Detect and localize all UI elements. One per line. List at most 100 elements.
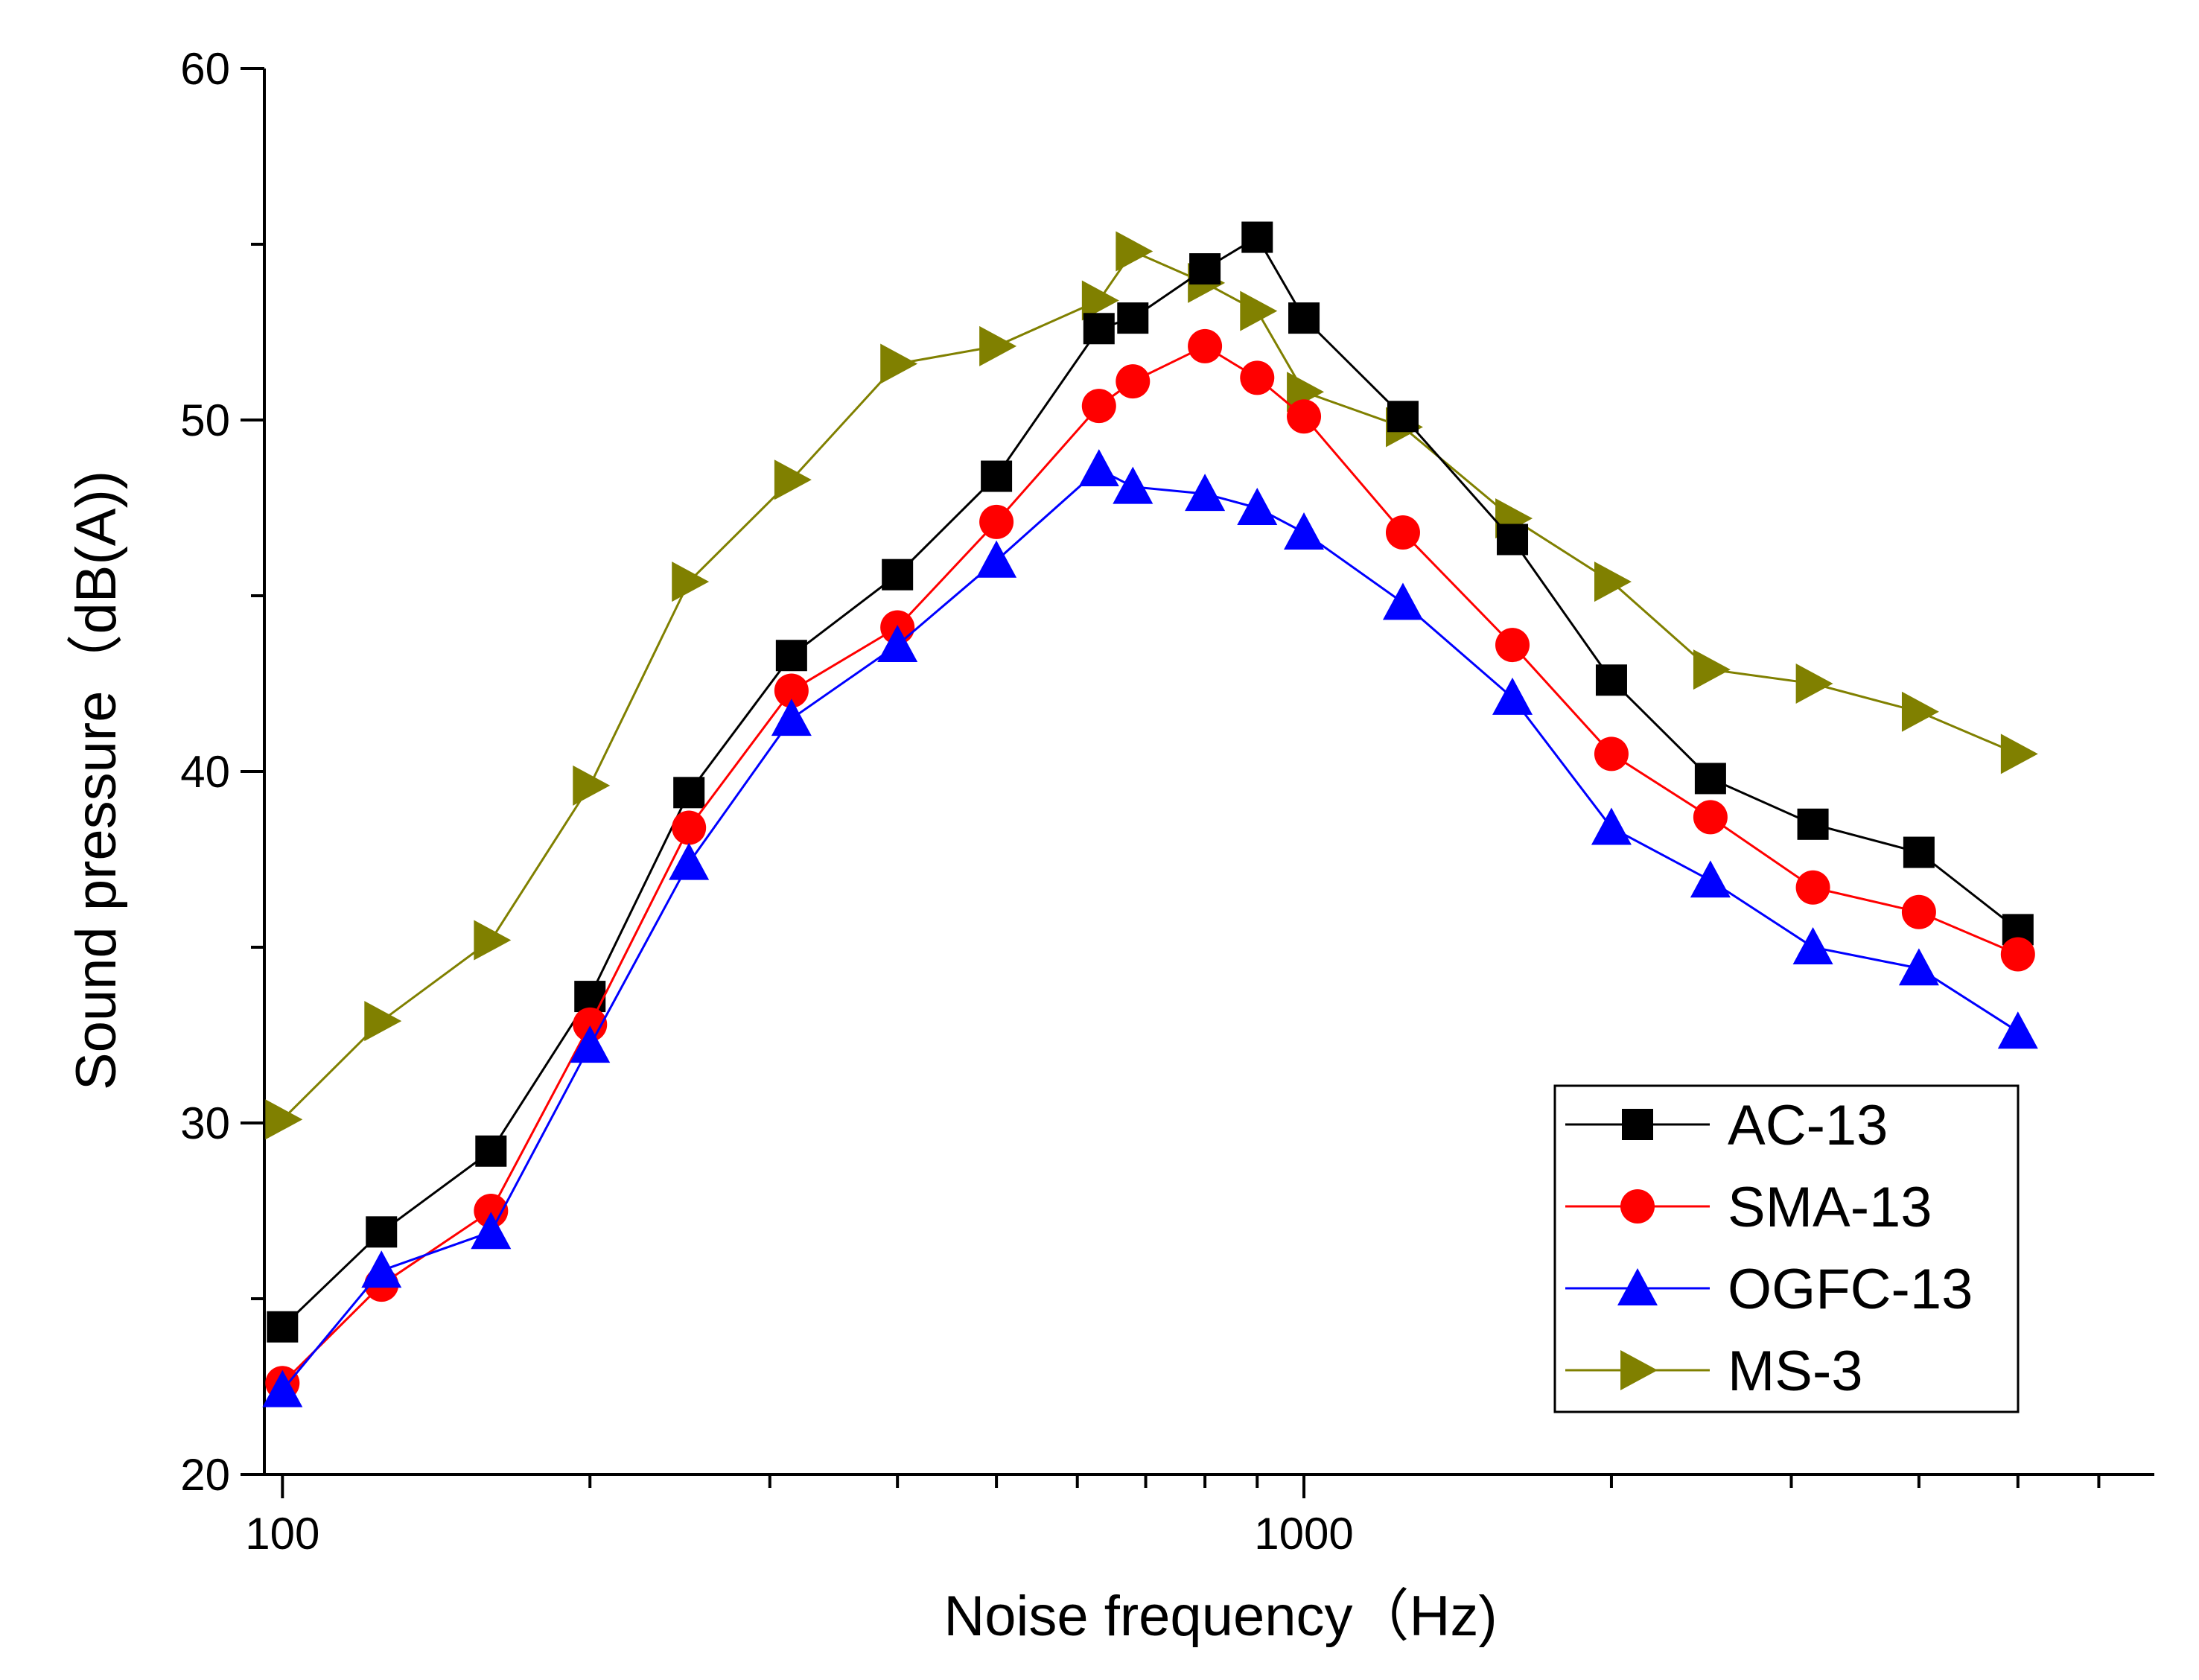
data-point-ac-13	[1189, 253, 1221, 285]
series-layer	[262, 221, 2038, 1407]
data-point-ms-3	[1693, 649, 1731, 690]
data-point-ac-13	[267, 1311, 299, 1343]
legend-label-sma-13: SMA-13	[1728, 1176, 1932, 1239]
data-point-ac-13	[1241, 221, 1273, 253]
data-point-ogfc-13	[1237, 488, 1278, 525]
data-point-sma-13	[1116, 364, 1151, 399]
data-point-ogfc-13	[1690, 860, 1731, 898]
legend-marker-ac-13	[1622, 1109, 1653, 1140]
data-point-ac-13	[882, 559, 914, 591]
data-point-ac-13	[366, 1216, 398, 1248]
data-point-ac-13	[1595, 664, 1627, 696]
data-point-ogfc-13	[1078, 449, 1119, 487]
data-point-sma-13	[1385, 515, 1420, 550]
data-point-ac-13	[1117, 302, 1149, 334]
series-line-ms-3	[281, 249, 2019, 1121]
data-point-ogfc-13	[877, 625, 918, 663]
data-point-ms-3	[1240, 290, 1278, 331]
data-point-ms-3	[474, 920, 512, 961]
data-point-ac-13	[1497, 524, 1529, 556]
legend-label-ac-13: AC-13	[1728, 1094, 1888, 1157]
x-tick-label: 1000	[1254, 1509, 1353, 1559]
data-point-ogfc-13	[471, 1212, 512, 1250]
data-point-ogfc-13	[1382, 582, 1423, 620]
data-point-ms-3	[1901, 691, 1939, 732]
data-point-ogfc-13	[1492, 677, 1533, 715]
data-point-ac-13	[981, 460, 1013, 492]
y-tick-label: 30	[180, 1098, 230, 1148]
y-tick-label: 40	[180, 747, 230, 797]
data-point-ogfc-13	[1113, 466, 1153, 504]
legend-marker-sma-13	[1620, 1189, 1655, 1224]
data-point-ogfc-13	[669, 842, 710, 880]
data-point-ogfc-13	[1898, 948, 1939, 986]
data-point-sma-13	[1693, 800, 1728, 835]
data-point-ogfc-13	[976, 540, 1017, 578]
y-tick-label: 20	[180, 1450, 230, 1500]
data-point-ogfc-13	[1284, 512, 1325, 550]
data-point-sma-13	[573, 1007, 608, 1042]
data-point-ac-13	[775, 640, 807, 672]
data-point-ms-3	[265, 1099, 303, 1140]
y-axis-title: Sound pressure（dB(A))	[65, 471, 128, 1090]
data-point-sma-13	[1188, 328, 1223, 363]
data-point-ac-13	[1288, 302, 1320, 334]
data-point-ogfc-13	[361, 1250, 402, 1288]
data-point-ac-13	[1387, 401, 1419, 433]
data-point-sma-13	[474, 1194, 509, 1228]
data-point-ms-3	[774, 459, 812, 500]
legend: AC-13 SMA-13 OGFC-13 MS-3	[1553, 1084, 2020, 1413]
data-point-ms-3	[1116, 231, 1153, 272]
data-point-ac-13	[1903, 836, 1935, 868]
data-point-ogfc-13	[1997, 1011, 2038, 1049]
data-point-sma-13	[979, 504, 1014, 539]
data-point-ms-3	[1594, 561, 1632, 602]
series-ogfc-13	[262, 449, 2038, 1407]
data-point-ogfc-13	[771, 699, 812, 736]
data-point-ac-13	[1694, 763, 1726, 795]
data-point-ms-3	[573, 765, 611, 806]
data-point-ac-13	[1083, 313, 1115, 345]
data-point-sma-13	[672, 810, 707, 845]
data-point-ms-3	[1795, 664, 1833, 704]
legend-label-ms-3: MS-3	[1728, 1340, 1863, 1403]
data-point-sma-13	[2000, 937, 2035, 972]
data-point-ms-3	[979, 325, 1017, 366]
data-point-sma-13	[1594, 736, 1629, 771]
data-point-ogfc-13	[262, 1369, 303, 1407]
data-point-sma-13	[1287, 399, 1322, 434]
data-point-ogfc-13	[570, 1025, 611, 1063]
legend-label-ogfc-13: OGFC-13	[1728, 1258, 1973, 1321]
data-point-sma-13	[1901, 894, 1936, 929]
data-point-ac-13	[574, 981, 606, 1013]
data-point-ogfc-13	[1591, 807, 1632, 845]
axis-ticks: 20 30 40 50 60 100 1000	[180, 44, 2101, 1559]
data-point-ms-3	[672, 561, 710, 602]
legend-marker-ogfc-13	[1617, 1268, 1658, 1305]
y-tick-label: 60	[180, 44, 230, 94]
data-point-ac-13	[475, 1135, 507, 1167]
data-point-sma-13	[1240, 360, 1275, 395]
data-point-sma-13	[1795, 870, 1830, 905]
data-point-ms-3	[880, 343, 918, 384]
data-point-sma-13	[774, 673, 809, 708]
data-point-ogfc-13	[1792, 927, 1833, 964]
series-ac-13	[267, 221, 2034, 1343]
x-tick-label: 100	[245, 1509, 319, 1559]
data-point-ogfc-13	[1185, 474, 1226, 512]
series-line-ac-13	[281, 235, 2019, 1328]
series-line-sma-13	[281, 345, 2019, 1384]
legend-marker-ms-3	[1620, 1350, 1658, 1390]
x-axis-title: Noise frequency（Hz)	[943, 1585, 1497, 1648]
data-point-ms-3	[364, 1001, 402, 1042]
series-ms-3	[265, 231, 2038, 1140]
y-tick-label: 50	[180, 395, 230, 445]
series-line-ogfc-13	[281, 468, 2019, 1391]
data-point-ms-3	[1081, 280, 1119, 321]
data-point-ms-3	[2000, 734, 2038, 774]
data-point-sma-13	[1081, 389, 1116, 424]
data-point-ac-13	[1797, 808, 1829, 840]
data-point-sma-13	[1495, 628, 1530, 663]
data-point-ac-13	[673, 777, 705, 809]
